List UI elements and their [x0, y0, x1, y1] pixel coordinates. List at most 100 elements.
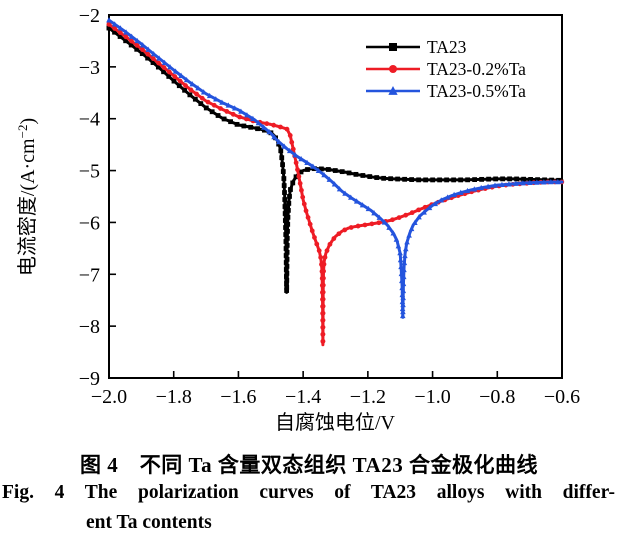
series-marker [331, 181, 338, 187]
series-marker [485, 183, 491, 189]
series-marker [282, 190, 287, 195]
series-marker [423, 177, 429, 183]
series-marker [514, 176, 519, 182]
caption-english-line1: Fig. 4 The polarization curves of TA23 a… [2, 482, 615, 503]
y-tick-label: −9 [79, 368, 100, 390]
series-marker [400, 280, 407, 287]
series-marker [493, 176, 498, 182]
series-marker [224, 109, 230, 114]
series-marker [369, 221, 375, 227]
series-marker [300, 194, 306, 200]
series-marker [307, 221, 313, 227]
series-marker [284, 249, 290, 255]
series-marker [298, 169, 304, 175]
series-marker [390, 217, 395, 223]
series-marker [520, 180, 526, 186]
series-marker [182, 87, 187, 93]
series-marker [198, 101, 204, 107]
series-marker [284, 277, 290, 283]
series-marker [298, 155, 304, 162]
series-marker [218, 106, 223, 111]
series-marker [283, 253, 289, 258]
series-marker [139, 42, 146, 48]
series-marker [336, 186, 343, 192]
series-marker [386, 224, 392, 230]
series-marker [381, 219, 388, 225]
series-marker [112, 26, 118, 31]
series-marker [320, 289, 326, 295]
series-marker [492, 182, 498, 188]
legend-label-TA23: TA23 [427, 37, 467, 57]
series-marker [285, 214, 291, 220]
series-marker [297, 181, 303, 186]
series-marker [527, 179, 533, 186]
series-marker [211, 102, 217, 108]
series-marker [156, 55, 162, 61]
series-marker [194, 91, 199, 97]
series-marker [289, 139, 295, 145]
series-marker [402, 252, 408, 259]
series-marker [150, 50, 157, 57]
series-marker [284, 288, 290, 293]
x-tick-label: −1.4 [285, 386, 321, 408]
series-marker [280, 162, 285, 168]
series-marker [346, 170, 352, 176]
series-marker [465, 177, 471, 183]
series-marker [438, 197, 445, 203]
series-marker [128, 33, 135, 39]
series-marker [416, 177, 422, 183]
series-marker [284, 126, 290, 132]
series-marker [398, 270, 405, 277]
series-marker [284, 263, 290, 269]
series-marker [284, 270, 290, 276]
series-marker [106, 17, 112, 23]
series-marker [244, 112, 250, 118]
series-marker [284, 274, 289, 279]
series-marker [403, 212, 409, 218]
series-marker [381, 175, 387, 181]
series-marker [331, 236, 337, 241]
series-marker [426, 204, 433, 211]
y-tick-label: −7 [79, 264, 100, 286]
series-marker [541, 179, 547, 185]
series-marker [316, 248, 322, 254]
series-marker [319, 166, 324, 172]
series-marker [286, 200, 292, 206]
series-marker [282, 211, 288, 216]
series-marker [293, 174, 299, 180]
series-marker [248, 124, 254, 130]
series-marker [161, 65, 167, 70]
series-marker [486, 176, 492, 182]
series-marker [342, 227, 348, 233]
series-marker [225, 102, 232, 108]
series-marker [320, 296, 326, 302]
series-marker [283, 267, 289, 272]
series-marker [206, 92, 213, 99]
series-marker [412, 219, 418, 225]
series-marker [397, 256, 404, 263]
series-marker [161, 59, 168, 65]
series-marker [172, 68, 179, 74]
series-marker [320, 303, 326, 309]
series-marker [320, 338, 326, 344]
series-marker [321, 172, 327, 178]
series-marker [117, 30, 123, 36]
series-marker [395, 243, 402, 249]
series-marker [374, 175, 380, 180]
series-marker [295, 167, 300, 173]
series-marker [556, 177, 561, 183]
series-marker [401, 266, 407, 273]
series-marker [238, 108, 244, 114]
series-marker [409, 177, 415, 182]
series-marker [320, 310, 326, 316]
series-marker [528, 177, 533, 182]
series-marker [310, 163, 316, 169]
series-marker [416, 207, 422, 213]
series-marker [283, 246, 289, 251]
series-marker [241, 123, 247, 129]
series-marker [156, 60, 162, 66]
series-marker [282, 197, 288, 202]
x-tick-label: −0.6 [544, 386, 580, 408]
series-marker [281, 183, 287, 188]
series-marker [401, 259, 408, 266]
